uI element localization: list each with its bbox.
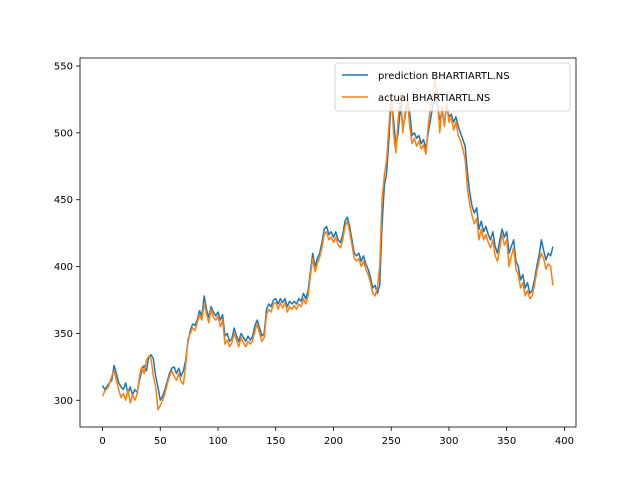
y-tick-label: 500 bbox=[54, 128, 73, 139]
y-tick-label: 400 bbox=[54, 262, 73, 273]
series-line-actual bbox=[101, 78, 554, 411]
legend: prediction BHARTIARTL.NS actual BHARTIAR… bbox=[334, 62, 571, 112]
x-tick-label: 350 bbox=[497, 436, 516, 447]
y-axis: 300 350 400 450 500 550 bbox=[54, 62, 80, 407]
x-tick-label: 50 bbox=[154, 436, 167, 447]
x-tick-label: 150 bbox=[266, 436, 285, 447]
y-tick-label: 350 bbox=[54, 329, 73, 340]
x-tick-label: 100 bbox=[208, 436, 227, 447]
x-tick-label: 0 bbox=[99, 436, 105, 447]
x-tick-label: 400 bbox=[555, 436, 574, 447]
x-axis: 0 50 100 150 200 250 300 350 400 bbox=[99, 427, 574, 447]
y-tick-label: 450 bbox=[54, 195, 73, 206]
x-tick-label: 300 bbox=[439, 436, 458, 447]
x-tick-label: 200 bbox=[324, 436, 343, 447]
legend-box bbox=[334, 62, 571, 112]
series-line-prediction bbox=[101, 92, 554, 402]
plot-frame bbox=[79, 57, 577, 428]
plot-lines bbox=[101, 78, 554, 411]
legend-label-prediction: prediction BHARTIARTL.NS bbox=[378, 71, 510, 82]
y-tick-label: 300 bbox=[54, 396, 73, 407]
legend-label-actual: actual BHARTIARTL.NS bbox=[378, 93, 490, 104]
x-tick-label: 250 bbox=[382, 436, 401, 447]
y-tick-label: 550 bbox=[54, 62, 73, 73]
